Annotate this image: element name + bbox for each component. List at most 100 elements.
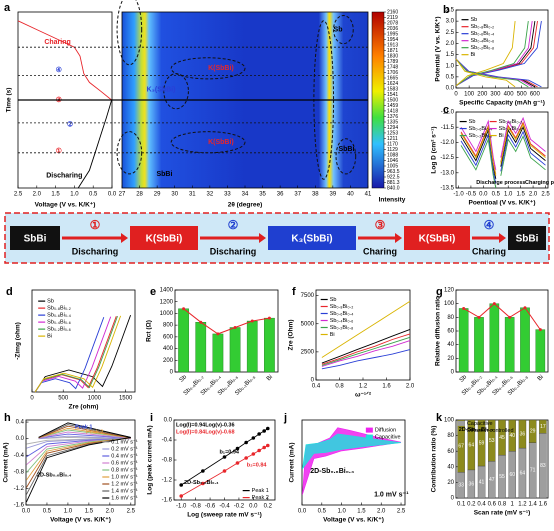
- x-axis-label: Log (sweep rate mV s⁻¹): [187, 512, 262, 519]
- bar-value-label: 47: [489, 477, 495, 483]
- point: [244, 440, 248, 445]
- bar: [504, 317, 515, 373]
- x-tick-label: 500: [517, 92, 528, 98]
- annotation: 1.0 mV s⁻¹: [374, 492, 409, 499]
- colorbar-label: 1129: [387, 147, 398, 153]
- legend-label: Sb₀.₈Bi₀.₂: [330, 304, 354, 310]
- y-tick-label: 3.0: [446, 19, 455, 25]
- x-tick-label: 1000: [88, 396, 102, 402]
- scheme-step-label: Discharing: [72, 246, 119, 256]
- bar-value-label: 71: [530, 468, 536, 474]
- series-line: [34, 315, 122, 393]
- legend-label: Sb₀.₈Bi₀.₂: [47, 306, 71, 312]
- y-tick-label: 200: [163, 358, 174, 364]
- colorbar-label: 1335: [387, 119, 398, 125]
- y-tick-label: -13.0: [440, 170, 454, 176]
- trend-line: [183, 308, 270, 335]
- scheme-step-number: ③: [375, 218, 386, 232]
- x-tick-label: -1.0: [176, 504, 187, 510]
- y-tick-label: 100: [444, 418, 455, 424]
- colorbar-label: 1995: [387, 31, 398, 37]
- y-tick-label: -0.4: [14, 453, 25, 459]
- bar: [246, 320, 258, 373]
- y-tick-label: 0.0: [16, 436, 25, 442]
- trend-point: [538, 328, 542, 332]
- x-tick-label: 1.0: [64, 509, 73, 515]
- annotation: K(SbBi): [208, 139, 234, 146]
- legend-label: Sb: [47, 299, 54, 305]
- x-axis-label: Specific Capacity (mAh g⁻¹): [459, 100, 545, 107]
- bar-value-label: 60: [509, 472, 515, 478]
- trend-point: [216, 332, 220, 336]
- series-line: [321, 300, 411, 358]
- colorbar-title: Intensity: [379, 197, 406, 204]
- x-tick-label: 0.0: [108, 192, 117, 198]
- series-line: [321, 328, 411, 364]
- series-line: [460, 126, 546, 179]
- x-tick-label: 1.5: [85, 509, 94, 515]
- y-axis-label: Potential (V vs. K/K⁺): [435, 16, 442, 81]
- x-tick-label: 2.0: [406, 384, 415, 390]
- x-tick-label: 0.1: [457, 502, 466, 508]
- panel-letter: k: [436, 412, 443, 424]
- annotation: Log(I)=0.94Log(v)-0.36: [176, 422, 235, 428]
- annotation: K(SbBi): [208, 65, 234, 72]
- legend-label: Capacitive: [467, 421, 493, 427]
- annotation: Peak 1: [75, 424, 92, 430]
- bar-segment: [498, 419, 506, 456]
- bar: [229, 327, 241, 373]
- legend-label: Sb₀.₂Bi₀.₈: [47, 327, 71, 333]
- annotation: ②: [67, 120, 73, 128]
- x-tick-label: 1.5: [516, 192, 525, 198]
- x-tick-label: 2.0: [377, 509, 386, 515]
- legend-label: Sb₀.₂Bi₀.₈: [471, 45, 495, 51]
- x-tick-label: 0.2: [264, 504, 273, 510]
- legend-swatch: [365, 434, 373, 440]
- plot-frame: [455, 111, 549, 189]
- x-tick-label: 1.5: [357, 509, 366, 515]
- panel-letter: d: [6, 286, 13, 298]
- plot-frame: [455, 9, 549, 89]
- y-tick-label: 2500: [301, 349, 315, 355]
- x-tick-label: 2.5: [541, 192, 550, 198]
- plot-frame: [455, 289, 549, 373]
- area: [302, 433, 402, 470]
- series-line: [17, 20, 112, 101]
- legend-swatch: [457, 420, 465, 426]
- colorbar-label: 1830: [387, 53, 398, 59]
- colorbar-label: 1376: [387, 114, 398, 120]
- legend-label: Sb₀.₆Bi₀.₄: [469, 126, 493, 132]
- bar-value-label: 59: [479, 440, 485, 446]
- colorbar: [371, 11, 385, 189]
- legend-label: 1.2 mV s⁻¹: [111, 481, 138, 487]
- colorbar-label: 1046: [387, 158, 398, 164]
- x-axis-label: Zre (ohm): [69, 404, 99, 411]
- legend-label: Sb₀.₈Bi₀.₂: [499, 119, 523, 125]
- x-tick-label: 0.0: [22, 509, 31, 515]
- scheme-arrowhead: [121, 233, 128, 243]
- bar-value-label: 41: [479, 479, 485, 485]
- annotation: Charing: [44, 39, 70, 46]
- x-tick-label: 100: [464, 92, 475, 98]
- x-tick-label: 1500: [119, 396, 133, 402]
- series-line: [455, 21, 529, 88]
- series-line: [460, 135, 546, 189]
- colorbar-label: 2036: [387, 26, 398, 32]
- scheme-node-label: K(SbBi): [419, 234, 456, 245]
- x-tick-label: 2.5: [397, 509, 406, 515]
- point: [235, 446, 240, 451]
- y-tick-label: 0: [451, 496, 455, 502]
- y-tick-label: 5000: [301, 321, 315, 327]
- legend-label: Peak 2: [252, 495, 269, 501]
- scheme-node: [10, 226, 60, 250]
- x-tick-label: 38: [312, 192, 319, 198]
- annotation: b₁=0.94: [219, 449, 239, 455]
- y-axis-label: Current (mA): [3, 442, 10, 482]
- y-tick-label: 60: [447, 329, 454, 335]
- legend-label: 0.8 mV s⁻¹: [111, 467, 138, 473]
- scheme-step-number: ④: [484, 218, 495, 232]
- scheme-step-number: ①: [90, 218, 101, 232]
- legend-label: 1.4 mV s⁻¹: [111, 488, 138, 494]
- x-tick-label: 1.6: [382, 384, 391, 390]
